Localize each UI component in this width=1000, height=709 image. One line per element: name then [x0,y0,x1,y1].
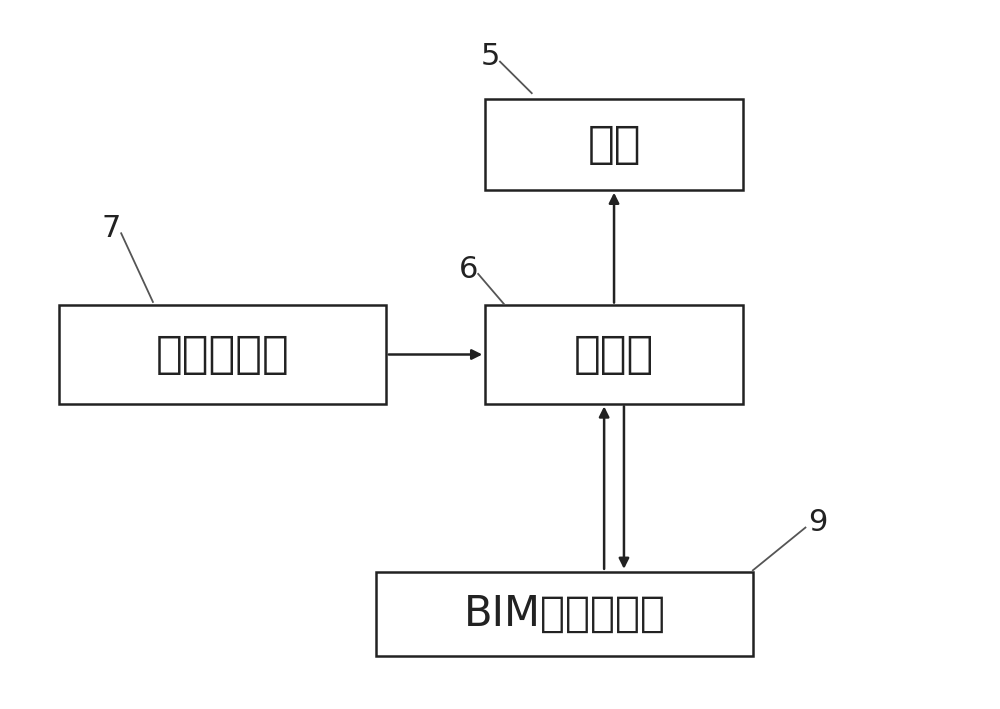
Bar [485,306,743,403]
Text: 电机: 电机 [587,123,641,166]
Text: 电子体温表: 电子体温表 [155,333,289,376]
Bar [485,99,743,190]
Text: 7: 7 [102,214,121,243]
Text: 6: 6 [459,255,478,284]
Bar [59,306,386,403]
Bar [376,571,753,656]
Text: BIM运维控制器: BIM运维控制器 [463,593,665,635]
Text: 5: 5 [480,43,500,71]
Text: 9: 9 [808,508,827,537]
Text: 控制器: 控制器 [574,333,654,376]
